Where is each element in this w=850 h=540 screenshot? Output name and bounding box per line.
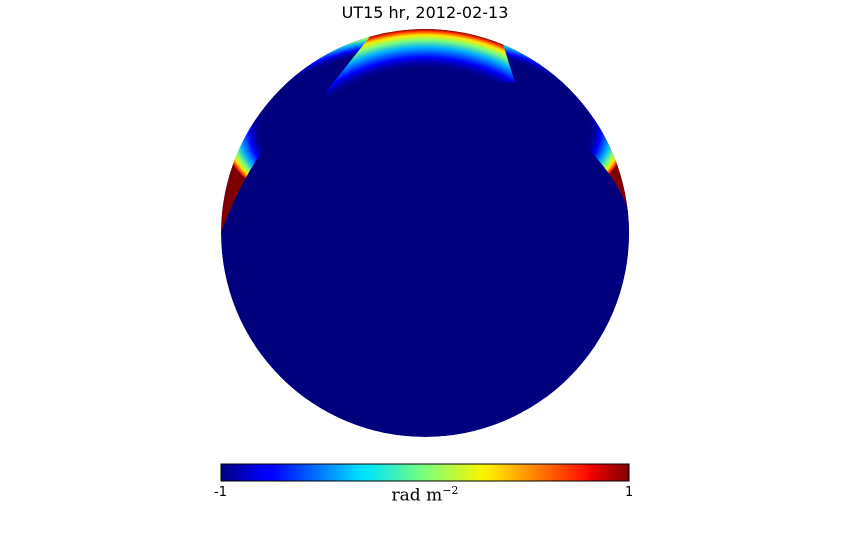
colorbar-unit-label: rad m−2 — [0, 484, 850, 506]
colorbar-min-label: -1 — [214, 485, 227, 500]
map-core — [241, 83, 629, 417]
colorbar-max-label: 1 — [625, 485, 634, 500]
colorbar-unit-exponent: −2 — [442, 484, 459, 497]
colorbar — [220, 463, 630, 482]
chart-title: UT15 hr, 2012-02-13 — [341, 3, 509, 22]
sky-map-disk — [221, 29, 629, 437]
map-rim-upper — [221, 29, 629, 233]
colorbar-unit-text: rad m — [391, 485, 443, 506]
